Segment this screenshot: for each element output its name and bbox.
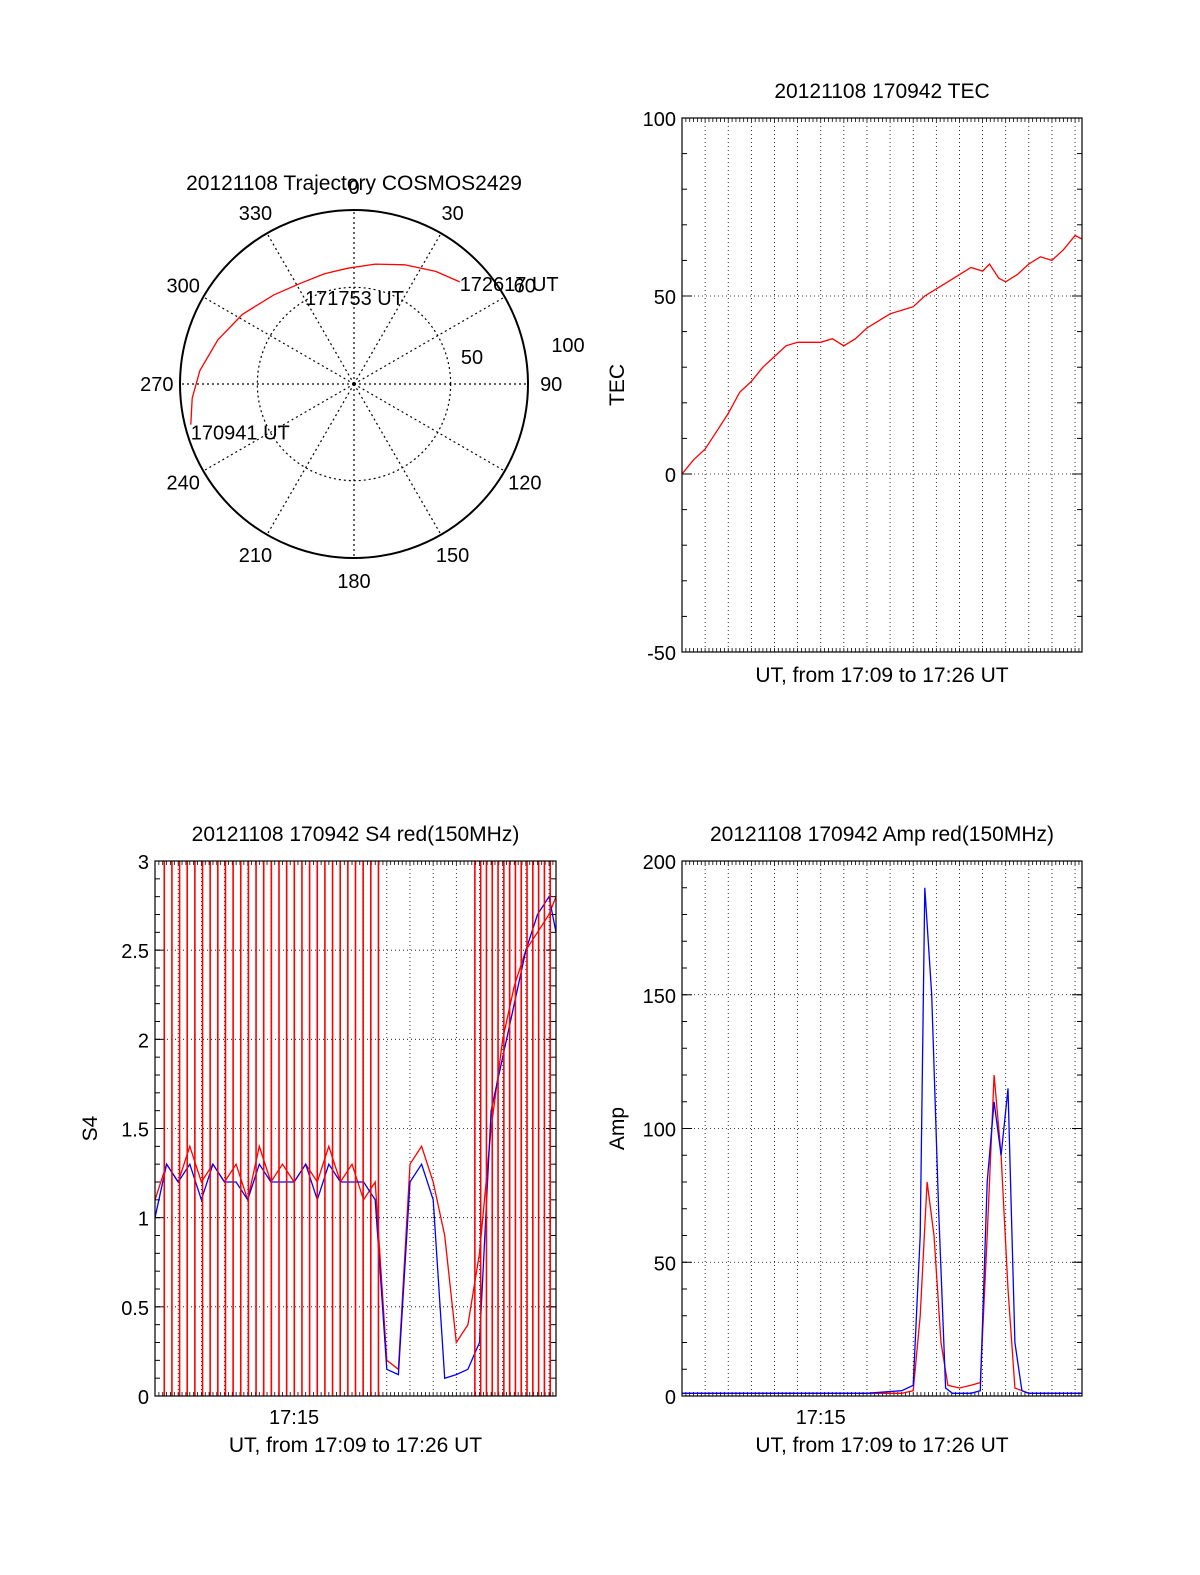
- amp-ytick-label: 0: [665, 1387, 676, 1409]
- polar-spoke-60: [353, 296, 505, 385]
- tec-xlabel: UT, from 17:09 to 17:26 UT: [755, 664, 1008, 687]
- tec-plot-frame: [681, 117, 1083, 653]
- polar-spoke-330: [266, 233, 355, 385]
- amp-ylabel: Amp: [606, 1107, 629, 1150]
- azimuth-label-60: 60: [514, 275, 536, 297]
- trajectory-title: 20121108 Trajectory COSMOS2429: [186, 172, 522, 195]
- azimuth-label-0: 0: [348, 177, 359, 199]
- polar-spoke-150: [353, 383, 442, 535]
- amp-ytick-label: 100: [643, 1120, 676, 1142]
- s4-ytick-label: 0: [138, 1387, 149, 1409]
- s4-ytick-label: 1: [138, 1209, 149, 1231]
- polar-outer-ring: [179, 209, 529, 559]
- azimuth-label-330: 330: [239, 203, 272, 225]
- amp-xlabel: UT, from 17:09 to 17:26 UT: [755, 1434, 1008, 1457]
- amp-plot-frame: [681, 860, 1083, 1397]
- tec-ytick-label: 0: [665, 465, 676, 487]
- azimuth-label-210: 210: [239, 545, 272, 567]
- s4-ytick-label: 0.5: [121, 1298, 149, 1320]
- polar-spoke-300: [203, 296, 355, 385]
- s4-xtick-label: 17:15: [269, 1407, 319, 1429]
- amp-series-0: [682, 1074, 1082, 1394]
- tec-panel: 20121108 170942 TEC 100 50 0 -50 UT, from 17:…: [606, 80, 1083, 687]
- s4-ytick-label: 2: [138, 1030, 149, 1052]
- amp-ytick-label: 200: [643, 852, 676, 874]
- amp-title: 20121108 170942 Amp red(150MHz): [710, 823, 1054, 846]
- amp-xtick-label: 17:15: [796, 1407, 846, 1429]
- polar-spoke-210: [266, 383, 355, 535]
- radial-label-50: 50: [461, 347, 483, 369]
- trajectory-track: [190, 263, 460, 425]
- s4-title: 20121108 170942 S4 red(150MHz): [192, 823, 520, 846]
- tec-ylabel: TEC: [606, 364, 629, 406]
- radial-label-100: 100: [551, 335, 584, 357]
- s4-panel: 20121108 170942 S4 red(150MHz) 3 2.5 2 1.5 1 0…: [79, 823, 557, 1457]
- azimuth-label-240: 240: [167, 473, 200, 495]
- azimuth-label-270: 270: [140, 374, 173, 396]
- annotation-mid-time: 171753 UT: [305, 288, 404, 310]
- amp-panel: 20121108 170942 Amp red(150MHz) 200 150 100…: [606, 823, 1083, 1457]
- s4-ytick-label: 1.5: [121, 1120, 149, 1142]
- tec-title: 20121108 170942 TEC: [774, 80, 989, 103]
- azimuth-label-90: 90: [540, 374, 562, 396]
- azimuth-label-30: 30: [441, 203, 463, 225]
- annotation-start-time: 170941 UT: [191, 423, 290, 445]
- s4-xlabel: UT, from 17:09 to 17:26 UT: [229, 1434, 482, 1457]
- amp-ytick-label: 50: [654, 1253, 676, 1275]
- azimuth-label-300: 300: [167, 275, 200, 297]
- s4-ytick-label: 3: [138, 852, 149, 874]
- azimuth-label-120: 120: [508, 473, 541, 495]
- azimuth-label-180: 180: [337, 571, 370, 593]
- tec-ytick-label: 100: [643, 109, 676, 131]
- polar-spoke-120: [353, 383, 505, 472]
- annotation-end-time: 172617 UT: [460, 274, 559, 296]
- s4-ylabel: S4: [79, 1115, 102, 1141]
- polar-spoke-240: [203, 383, 355, 472]
- amp-series-1: [682, 887, 1082, 1394]
- tec-series-0: [681, 234, 1083, 475]
- azimuth-label-150: 150: [436, 545, 469, 567]
- amp-ytick-label: 150: [643, 986, 676, 1008]
- tec-ytick-label: -50: [647, 643, 676, 665]
- s4-ytick-label: 2.5: [121, 941, 149, 963]
- polar-spoke-30: [353, 233, 442, 385]
- s4-plot-frame: [154, 860, 557, 1397]
- tec-ytick-label: 50: [654, 287, 676, 309]
